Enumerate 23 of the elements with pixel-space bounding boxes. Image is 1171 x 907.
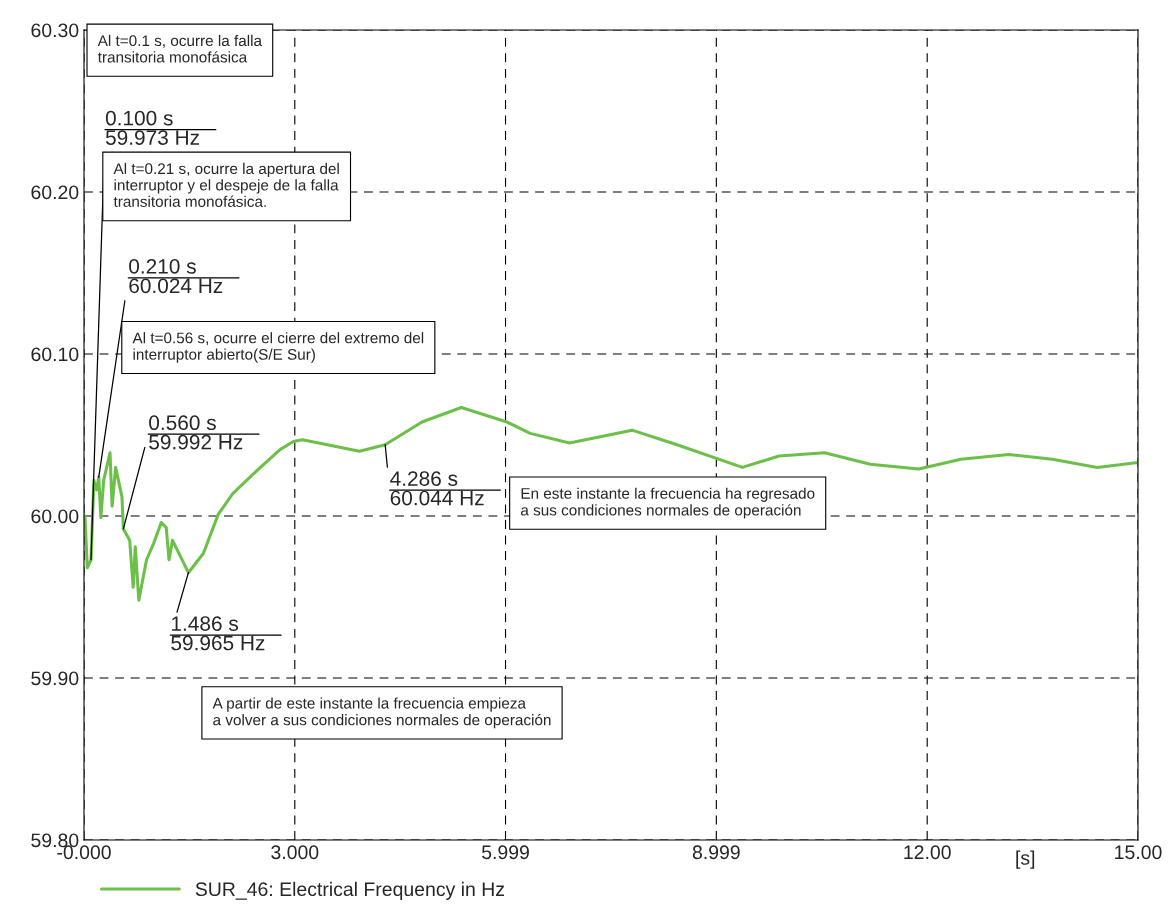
annotation: Al t=0.21 s, ocurre la apertura del interruptor y el despeje de la falla transitoria monofásica. — [113, 162, 339, 207]
line-series — [84, 405, 1138, 602]
y-tick-label: 60.30 — [31, 23, 79, 38]
x-axis-title: [s] — [1016, 850, 1035, 869]
annotation: 0.210 s 60.024 Hz — [129, 258, 223, 294]
annotation: Al t=0.1 s, ocurre la falla transitoria monofásica — [97, 34, 263, 63]
y-tick-label: 60.10 — [31, 347, 79, 362]
x-tick-label: 8.999 — [692, 845, 740, 860]
annotation: 0.100 s 59.973 Hz — [105, 110, 200, 145]
annotation: Al t=0.56 s, ocurre el cierre del extremo del interruptor abierto(S/E Sur) — [132, 332, 424, 363]
y-tick-label: 59.90 — [31, 671, 79, 686]
x-tick-label: 15.00 — [1115, 845, 1162, 860]
x-tick-label: 5.999 — [481, 845, 529, 860]
x-tick-label: 12.00 — [904, 845, 951, 860]
legend-label: SUR_46: Electrical Frequency in Hz — [195, 881, 505, 900]
y-tick-label: 60.20 — [31, 185, 79, 200]
x-tick-label: 3.000 — [271, 845, 319, 860]
annotation: A partir de este instante la frecuencia empieza a volver a sus condiciones normales de operación — [212, 697, 551, 729]
annotation: 1.486 s 59.965 Hz — [171, 616, 265, 651]
annotation: 4.286 s 60.044 Hz — [390, 471, 484, 506]
annotation: 0.560 s 59.992 Hz — [149, 415, 243, 450]
y-tick-label: 60.00 — [31, 509, 79, 524]
annotation: En este instante la frecuencia ha regresado a sus condiciones normales de operación — [521, 487, 815, 519]
